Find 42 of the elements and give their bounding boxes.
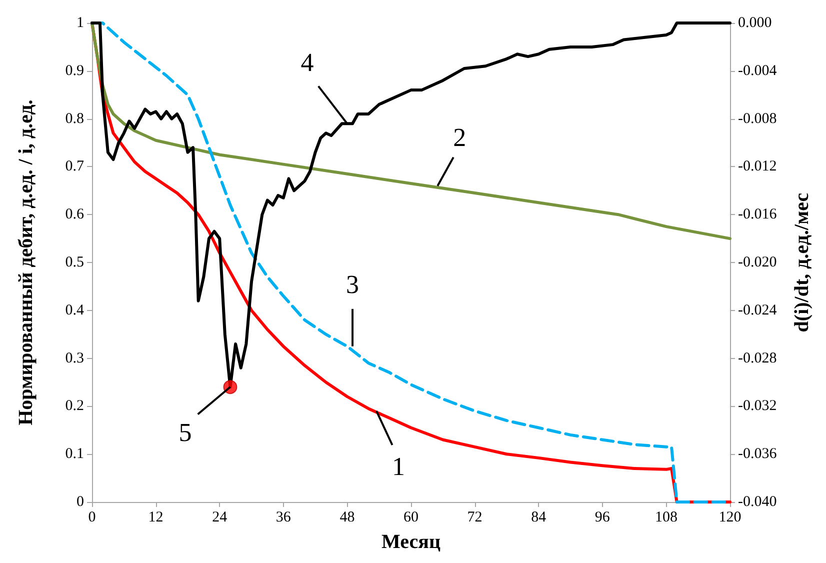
y-tick-label: 0.5 [65,254,84,270]
y-tick-label: 0.1 [65,446,84,462]
y-tick-label: 1 [76,15,84,31]
y2-tick-label: 0.000 [738,15,772,31]
annotation: 1 [392,452,405,482]
x-tick-label: 48 [340,510,355,526]
y2-tick-label: -0.020 [738,254,777,270]
x-tick-label: 36 [276,510,292,526]
y-tick-label: 0.7 [65,158,84,175]
y2-tick-label: -0.012 [738,158,777,175]
y2-axis-title: d(i)/dt, д.ед./мес [791,192,813,332]
y-tick-label: 0.3 [65,350,84,366]
annotation: 2 [453,122,466,153]
x-tick-label: 120 [718,510,742,526]
x-tick-label: 0 [88,510,96,526]
y-tick-label: 0 [76,494,84,510]
x-tick-label: 108 [654,510,678,526]
y-tick-label: 0.6 [65,206,84,223]
y2-tick-label: -0.004 [738,62,778,79]
x-axis-title: Месяц [382,531,441,553]
y-tick-label: 0.8 [65,110,84,127]
x-tick-label: 72 [467,510,482,526]
y-tick-label: 0.4 [65,302,84,318]
y2-tick-label: -0.028 [738,350,777,366]
x-tick-label: 60 [404,510,418,526]
line-series [90,22,732,240]
y2-tick-label: -0.008 [738,110,777,127]
annotation: 3 [346,270,360,300]
y-tick-label: 0.9 [65,62,84,79]
x-tick-label: 84 [531,510,547,526]
y2-tick-label: -0.024 [738,302,778,318]
y2-tick-label: -0.016 [738,206,778,223]
annotation: 5 [178,418,192,448]
x-tick-label: 24 [212,510,228,526]
x-tick-label: 12 [148,510,164,526]
x-tick-label: 96 [594,510,610,526]
y2-tick-label: -0.032 [738,398,777,414]
y-axis-title: Нормированный дебит, д.ед. / i, д.ед. [15,100,37,426]
annotation: 4 [300,48,314,78]
y2-tick-label: -0.040 [738,494,777,510]
y2-tick-label: -0.036 [738,446,778,462]
y-tick-label: 0.2 [65,398,84,414]
